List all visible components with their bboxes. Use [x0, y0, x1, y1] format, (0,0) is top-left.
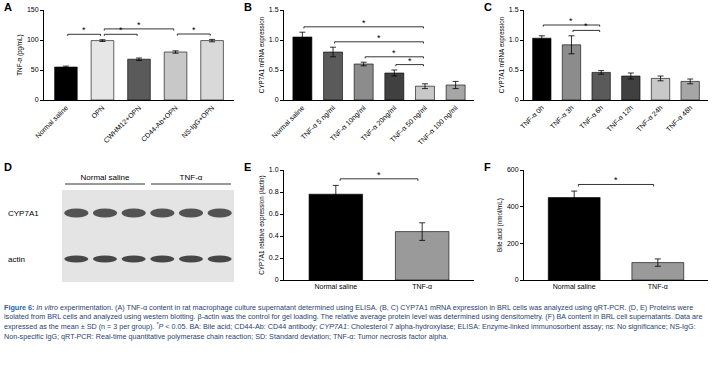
- svg-text:50: 50: [31, 66, 39, 73]
- svg-text:0: 0: [275, 96, 279, 103]
- svg-text:0.5: 0.5: [269, 66, 279, 73]
- svg-text:TNF-α 48h: TNF-α 48h: [665, 104, 694, 133]
- svg-text:CD44-Ab+OPN: CD44-Ab+OPN: [140, 104, 179, 143]
- svg-text:OPN: OPN: [90, 104, 106, 120]
- svg-text:TNF-α (pg/mL): TNF-α (pg/mL): [16, 34, 24, 75]
- svg-text:0.2: 0.2: [269, 254, 279, 261]
- svg-text:*: *: [614, 175, 618, 185]
- svg-text:Normal saline: Normal saline: [270, 104, 305, 139]
- svg-text:NS-IgG+OPN: NS-IgG+OPN: [180, 104, 216, 140]
- svg-text:Normal saline: Normal saline: [314, 283, 357, 290]
- svg-text:200: 200: [507, 240, 519, 247]
- svg-text:CYP7A1 relative expression (/a: CYP7A1 relative expression (/actin): [258, 175, 266, 274]
- svg-text:0: 0: [515, 96, 519, 103]
- svg-text:TNF-α 3h: TNF-α 3h: [549, 104, 575, 130]
- svg-text:1.0: 1.0: [269, 166, 279, 173]
- svg-text:Bile acid (nmol/mL): Bile acid (nmol/mL): [496, 198, 504, 252]
- svg-text:0: 0: [515, 276, 519, 283]
- svg-text:0: 0: [275, 276, 279, 283]
- svg-text:*: *: [137, 20, 141, 30]
- svg-text:CWHM12+OPN: CWHM12+OPN: [102, 104, 142, 144]
- svg-text:0.4: 0.4: [269, 232, 279, 239]
- svg-text:Normal saline: Normal saline: [553, 283, 596, 290]
- svg-text:CYP7A1: CYP7A1: [8, 209, 39, 218]
- html-text:A: A: [4, 1, 12, 13]
- svg-text:TNF-α 12h: TNF-α 12h: [605, 104, 634, 133]
- html-text:B: B: [244, 1, 252, 13]
- svg-text:1.0: 1.0: [509, 36, 519, 43]
- svg-text:TNF-α 20ng/ml: TNF-α 20ng/ml: [359, 104, 398, 143]
- svg-text:*: *: [377, 170, 381, 180]
- svg-text:TNF-α: TNF-α: [412, 283, 432, 290]
- svg-text:*: *: [377, 33, 381, 43]
- svg-text:TNF-α 0h: TNF-α 0h: [519, 104, 545, 130]
- svg-text:TNF-α 24h: TNF-α 24h: [635, 104, 664, 133]
- svg-text:0: 0: [35, 96, 39, 103]
- svg-text:1.0: 1.0: [269, 36, 279, 43]
- svg-text:TNF-α 6h: TNF-α 6h: [578, 104, 604, 130]
- svg-text:1.5: 1.5: [269, 6, 279, 13]
- svg-text:0.6: 0.6: [269, 210, 279, 217]
- svg-text:*: *: [584, 21, 588, 31]
- svg-text:600: 600: [507, 166, 519, 173]
- svg-text:CYP7A1 mRNA expression: CYP7A1 mRNA expression: [258, 16, 266, 93]
- svg-text:Normal saline: Normal saline: [81, 173, 130, 182]
- svg-text:CYP7A1 mRNA expression: CYP7A1 mRNA expression: [498, 16, 506, 93]
- svg-text:*: *: [392, 48, 396, 58]
- svg-text:1.5: 1.5: [509, 6, 519, 13]
- svg-text:TNF-α 10ng/ml: TNF-α 10ng/ml: [329, 104, 368, 143]
- svg-text:actin: actin: [8, 255, 25, 264]
- svg-text:TNF-α: TNF-α: [648, 283, 668, 290]
- svg-text:150: 150: [27, 6, 39, 13]
- html-text:E: E: [244, 161, 252, 173]
- html-text:C: C: [484, 1, 492, 13]
- html-text:Figure 6: In vitro experimenta: Figure 6: In vitro experimentation. (A) …: [4, 303, 703, 341]
- svg-text:*: *: [119, 25, 123, 35]
- svg-text:0.5: 0.5: [509, 66, 519, 73]
- svg-text:TNF-α 100 ng/ml: TNF-α 100 ng/ml: [417, 104, 460, 147]
- svg-text:0.8: 0.8: [269, 188, 279, 195]
- svg-text:*: *: [192, 25, 196, 35]
- svg-text:*: *: [82, 25, 86, 35]
- svg-text:*: *: [362, 18, 366, 28]
- svg-text:TNF-α 50 ng/ml: TNF-α 50 ng/ml: [389, 104, 429, 144]
- svg-text:*: *: [408, 56, 412, 66]
- svg-text:Normal saline: Normal saline: [34, 104, 69, 139]
- html-text:D: D: [4, 161, 12, 173]
- html-text:F: F: [484, 161, 491, 173]
- svg-text:TNF-α 5 ng/ml: TNF-α 5 ng/ml: [300, 104, 338, 142]
- svg-text:400: 400: [507, 203, 519, 210]
- svg-text:*: *: [569, 16, 573, 26]
- svg-text:TNF-α: TNF-α: [180, 173, 203, 182]
- svg-text:100: 100: [27, 36, 39, 43]
